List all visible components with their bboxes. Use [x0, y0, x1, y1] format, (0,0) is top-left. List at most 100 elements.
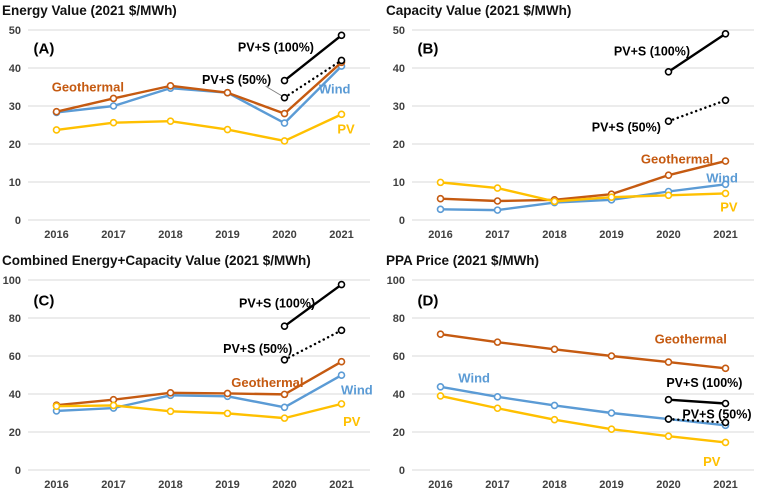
- x-axis-tick-label: 2020: [656, 479, 680, 491]
- chart-annotation-label: Wind: [458, 370, 490, 385]
- panel-letter: (B): [418, 41, 439, 58]
- x-axis-tick-label: 2018: [542, 479, 566, 491]
- y-axis-tick-label: 20: [393, 427, 405, 439]
- data-point-pv: [721, 189, 730, 198]
- data-point-pv: [664, 432, 673, 440]
- y-axis-tick-label: 100: [387, 275, 405, 287]
- data-point-pv-s-100: [721, 29, 730, 38]
- data-point-pv: [52, 402, 61, 410]
- data-point-pv: [493, 184, 502, 192]
- data-point-pv: [223, 409, 232, 418]
- data-point-pv: [607, 193, 616, 201]
- data-point-geothermal: [721, 364, 730, 373]
- data-point-pv: [337, 400, 346, 408]
- series-line-pv-s-100: [668, 398, 726, 405]
- data-point-geothermal: [166, 389, 175, 397]
- x-axis-tick-label: 2017: [485, 229, 509, 241]
- ppa-price-chart: PPA Price (2021 $/MWh) 0 20 40 60 80 100 2016 2…: [386, 253, 754, 491]
- panel-a-energy-value: Energy Value (2021 $/MWh) 0 10 20 30 40 50 201…: [0, 0, 384, 250]
- plot-area: 0 10 20 30 40 50 2016 2017 2018 2019 2020 2021 (A) Ge…: [9, 25, 370, 241]
- data-point-wind: [337, 371, 346, 379]
- data-point-geothermal: [493, 197, 502, 205]
- data-point-pv-s-50: [280, 356, 289, 364]
- data-point-pv: [109, 118, 118, 127]
- series-line-wind: [56, 65, 343, 125]
- y-axis-tick-label: 80: [9, 313, 21, 325]
- chart-annotation-label: Wind: [341, 383, 373, 398]
- y-axis-tick-label: 20: [9, 427, 21, 439]
- data-point-pv: [607, 425, 616, 433]
- y-axis-tick-label: 30: [393, 101, 405, 113]
- data-point-wind: [436, 382, 445, 391]
- y-axis-tick-label: 80: [393, 313, 405, 325]
- y-axis-tick-label: 30: [9, 101, 21, 113]
- x-axis-tick-label: 2018: [158, 479, 182, 491]
- data-point-geothermal: [436, 194, 445, 203]
- data-point-geothermal: [337, 357, 346, 366]
- y-axis-tick-label: 10: [9, 177, 21, 189]
- data-point-pv: [280, 414, 289, 422]
- data-point-wind: [607, 409, 616, 417]
- y-axis-tick-label: 10: [393, 177, 405, 189]
- x-axis-tick-label: 2021: [713, 479, 737, 491]
- data-point-pv: [721, 438, 730, 447]
- chart-annotation-label: PV: [720, 200, 738, 215]
- data-point-pv: [664, 191, 673, 200]
- y-axis-tick-label: 50: [9, 25, 21, 37]
- x-axis-tick-label: 2017: [485, 479, 509, 491]
- series-line-pv-s-50: [283, 329, 343, 362]
- data-point-wind: [493, 393, 502, 401]
- data-point-geothermal: [550, 345, 559, 354]
- data-point-geothermal: [664, 358, 673, 366]
- chart-annotation-label: PV: [343, 414, 361, 429]
- chart-annotation-label: PV+S (50%): [202, 73, 271, 87]
- series-line-pv-s-50: [283, 59, 343, 99]
- x-axis-tick-label: 2019: [215, 229, 239, 241]
- series-line-pv: [440, 181, 726, 203]
- x-axis-tick-label: 2019: [599, 229, 623, 241]
- data-point-geothermal: [664, 171, 673, 179]
- data-point-pv-s-50: [721, 418, 730, 427]
- chart-annotation-label: Wind: [319, 81, 351, 96]
- data-point-pv: [109, 401, 118, 410]
- data-point-pv-s-50: [337, 56, 346, 65]
- chart-title: PPA Price (2021 $/MWh): [386, 253, 539, 268]
- data-point-geothermal: [721, 157, 730, 165]
- data-point-pv: [436, 392, 445, 400]
- panel-letter: (A): [34, 41, 55, 58]
- chart-title: Energy Value (2021 $/MWh): [2, 3, 177, 18]
- data-point-geothermal: [607, 352, 616, 360]
- chart-annotation-label: PV+S (100%): [238, 41, 314, 55]
- data-point-geothermal: [493, 338, 502, 346]
- series-line-geothermal: [440, 332, 726, 370]
- chart-annotation-label: PV+S (100%): [614, 44, 690, 58]
- data-point-pv: [493, 404, 502, 413]
- chart-annotation-label: Geothermal: [655, 331, 727, 346]
- series-line-wind: [56, 374, 343, 413]
- chart-annotation-label: Geothermal: [231, 375, 303, 390]
- y-axis-tick-label: 100: [3, 275, 21, 287]
- x-axis-tick-label: 2018: [158, 229, 182, 241]
- panel-d-ppa-price: PPA Price (2021 $/MWh) 0 20 40 60 80 100 2016 2…: [384, 250, 768, 500]
- data-point-pv: [550, 415, 559, 424]
- series-line-geothermal: [440, 159, 726, 203]
- series-line-pv: [440, 394, 726, 444]
- chart-annotation-label: PV+S (50%): [223, 342, 292, 356]
- panel-b-capacity-value: Capacity Value (2021 $/MWh) 0 10 20 30 40 50 2…: [384, 0, 768, 250]
- x-axis-tick-label: 2021: [329, 229, 353, 241]
- data-point-pv-s-50: [337, 326, 346, 335]
- data-point-wind: [109, 102, 118, 110]
- panel-letter: (C): [34, 292, 55, 309]
- chart-title: Combined Energy+Capacity Value (2021 $/M…: [2, 253, 311, 268]
- series-line-geothermal: [56, 360, 343, 407]
- data-point-pv: [166, 117, 175, 125]
- x-axis-tick-label: 2018: [542, 229, 566, 241]
- series-line-pv-s-50: [667, 417, 727, 424]
- data-point-pv-s-100: [664, 68, 673, 76]
- data-point-pv-s-50: [664, 117, 673, 125]
- chart-annotation-label: Geothermal: [52, 80, 124, 95]
- chart-annotation-label: Wind: [706, 171, 738, 186]
- combined-value-chart: Combined Energy+Capacity Value (2021 $/M…: [2, 253, 373, 491]
- data-point-wind: [721, 180, 730, 189]
- y-axis-tick-label: 60: [9, 351, 21, 363]
